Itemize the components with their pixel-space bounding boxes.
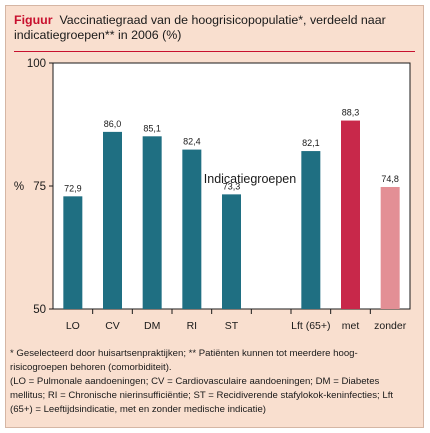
x-tick-label: ST (225, 320, 239, 332)
bars (63, 120, 400, 310)
x-tick-label: Lft (65+) (291, 320, 330, 332)
bar-value-label: 88,3 (342, 108, 360, 118)
y-axis-label: % (14, 181, 24, 193)
figure-title-text: Vaccinatiegraad van de hoogrisicopopulat… (14, 13, 386, 42)
bar (380, 186, 400, 309)
bar-value-label: 73,3 (223, 181, 241, 191)
x-tick-label: met (342, 320, 360, 332)
bar (103, 131, 122, 309)
figure-label: Figuur (14, 13, 53, 27)
footnote-line-2: (LO = Pulmonale aandoeningen; CV = Cardi… (10, 376, 394, 415)
bar-value-label: 82,1 (302, 138, 320, 148)
footnote-line-1: * Geselecteerd door huisartsenpraktijken… (10, 348, 358, 373)
y-tick-label: 100 (27, 58, 46, 70)
x-axis: LO CV DM RI ST Lft (65+) met zonder (66, 309, 407, 332)
y-axis: 50 75 100% (14, 58, 53, 316)
x-tick-label: zonder (374, 320, 407, 332)
x-tick-label: LO (66, 320, 80, 332)
footnote: * Geselecteerd door huisartsenpraktijken… (10, 347, 410, 417)
bar (301, 151, 321, 309)
x-tick-label: RI (187, 320, 198, 332)
x-tick-label: CV (105, 320, 120, 332)
figure-title: Figuur Vaccinatiegraad van de hoogrisico… (14, 13, 419, 43)
y-tick-label: 75 (33, 181, 46, 193)
value-labels: 72,9 86,0 85,1 82,4 73,3 82,1 88,3 74,8 (64, 108, 399, 194)
bar-value-label: 82,4 (183, 137, 201, 147)
y-tick-label: 50 (33, 304, 46, 316)
bar-value-label: 74,8 (381, 174, 399, 184)
bar (142, 136, 162, 309)
bar-value-label: 86,0 (104, 119, 122, 129)
bar (341, 120, 360, 310)
x-axis-label: Indicatiegroepen (204, 172, 296, 186)
title-divider (14, 51, 415, 52)
bar (182, 149, 202, 309)
bar-value-label: 85,1 (143, 123, 161, 133)
bar (222, 194, 241, 309)
x-tick-label: DM (144, 320, 160, 332)
bar-value-label: 72,9 (64, 183, 82, 193)
bar (63, 196, 83, 309)
